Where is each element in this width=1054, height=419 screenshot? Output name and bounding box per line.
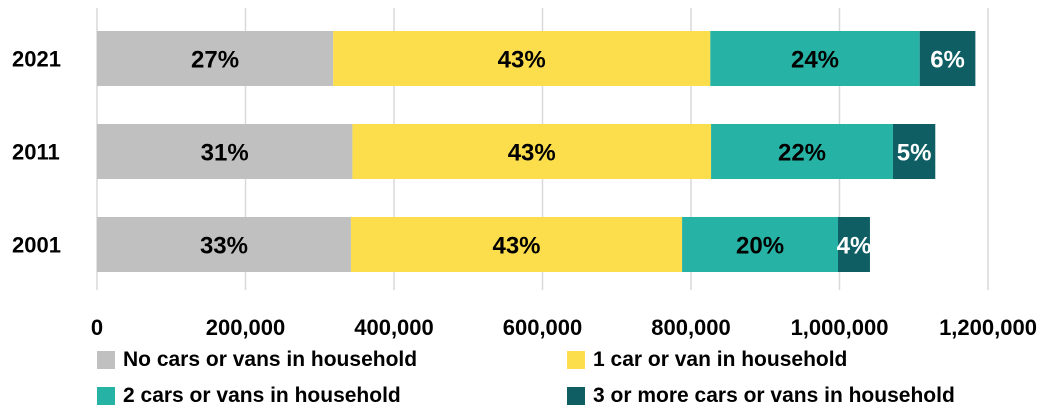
x-tick-label: 800,000 xyxy=(651,315,731,340)
bar-segment xyxy=(97,217,351,272)
bar-segment xyxy=(97,31,334,86)
legend: No cars or vans in household 1 car or van… xyxy=(97,348,1037,418)
category-label: 2001 xyxy=(12,233,61,258)
data-label: 24% xyxy=(791,47,839,74)
legend-label: 2 cars or vans in household xyxy=(123,384,401,407)
data-label: 27% xyxy=(191,47,239,74)
bar-segment xyxy=(682,217,839,272)
bar-segment xyxy=(352,124,712,179)
legend-item: 2 cars or vans in household xyxy=(97,384,401,408)
legend-label: 1 car or van in household xyxy=(593,348,848,371)
x-tick-label: 1,200,000 xyxy=(939,315,1037,340)
legend-swatch xyxy=(97,387,115,405)
bar-segment xyxy=(333,31,711,86)
bar-segment xyxy=(838,217,870,272)
legend-item: 3 or more cars or vans in household xyxy=(567,384,955,408)
x-tick-label: 600,000 xyxy=(503,315,583,340)
legend-swatch xyxy=(97,351,115,369)
data-label: 5% xyxy=(897,140,932,167)
legend-swatch xyxy=(567,351,585,369)
bar-segment xyxy=(97,124,353,179)
data-label: 4% xyxy=(837,233,872,260)
data-label: 43% xyxy=(492,233,540,260)
x-tick-label: 0 xyxy=(91,315,103,340)
legend-label: 3 or more cars or vans in household xyxy=(593,384,955,407)
legend-item: 1 car or van in household xyxy=(567,348,847,372)
legend-item: No cars or vans in household xyxy=(97,348,417,372)
data-label: 43% xyxy=(498,47,546,74)
stacked-bar-chart: 0 200,000 400,000 600,000 800,000 1,000,000 1,… xyxy=(12,8,1037,340)
category-label: 2021 xyxy=(12,47,61,72)
bar-segment xyxy=(892,124,936,179)
x-tick-label: 400,000 xyxy=(354,315,434,340)
data-label: 6% xyxy=(930,47,965,74)
bar-segment xyxy=(711,124,893,179)
legend-label: No cars or vans in household xyxy=(123,348,418,371)
bar-segment xyxy=(919,31,976,86)
category-label: 2011 xyxy=(12,140,60,165)
bar-segment xyxy=(710,31,920,86)
data-label: 31% xyxy=(201,140,249,167)
legend-swatch xyxy=(567,387,585,405)
x-tick-label: 1,000,000 xyxy=(791,315,889,340)
data-label: 20% xyxy=(736,233,784,260)
data-label: 43% xyxy=(508,140,556,167)
bar-segment xyxy=(350,217,683,272)
data-label: 33% xyxy=(200,233,248,260)
x-tick-label: 200,000 xyxy=(206,315,286,340)
data-label: 22% xyxy=(778,140,826,167)
